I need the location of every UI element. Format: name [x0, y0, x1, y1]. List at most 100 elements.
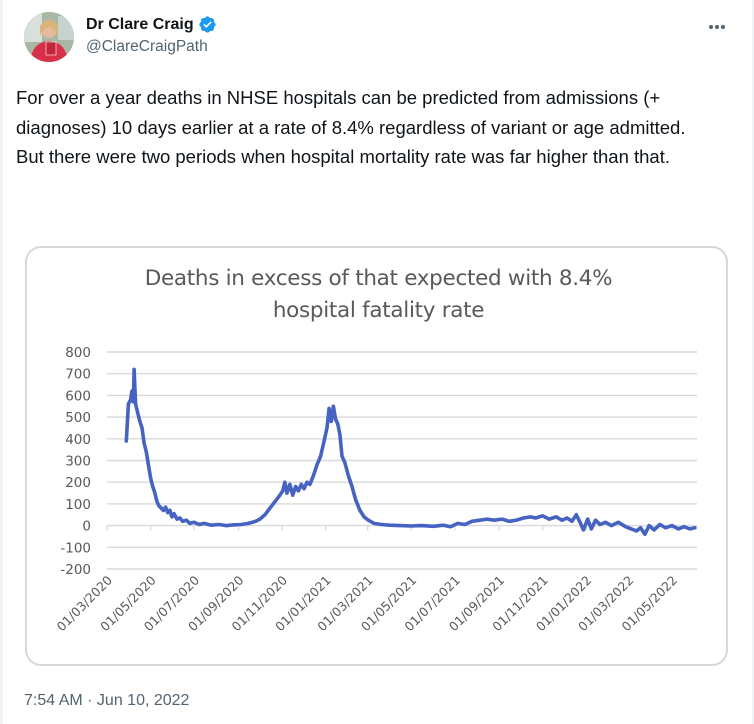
y-tick-label: 100	[65, 497, 91, 513]
tweet-header: Dr Clare Craig @ClareCraigPath	[24, 12, 734, 62]
data-point	[178, 516, 182, 520]
y-tick-label: 700	[65, 367, 91, 383]
data-point	[138, 419, 142, 423]
data-point	[327, 406, 331, 410]
more-options-icon	[709, 25, 725, 29]
data-point	[157, 504, 161, 508]
y-tick-label: 500	[65, 410, 91, 426]
data-point	[130, 389, 134, 393]
data-point	[329, 419, 333, 423]
series-line	[124, 367, 697, 537]
author-name[interactable]: Dr Clare Craig	[86, 15, 194, 33]
data-point	[132, 367, 136, 371]
data-point	[159, 506, 163, 510]
data-point	[579, 521, 583, 525]
data-point	[624, 525, 628, 529]
data-point	[296, 489, 300, 493]
chart-title-line2: hospital fatality rate	[272, 298, 485, 323]
data-point	[188, 521, 192, 525]
data-point	[254, 519, 258, 523]
data-point	[164, 505, 168, 509]
data-point	[299, 482, 303, 486]
data-point	[126, 402, 130, 406]
data-point	[574, 513, 578, 517]
data-point	[268, 506, 272, 510]
data-point	[131, 400, 135, 404]
data-point	[581, 528, 586, 532]
data-point	[664, 526, 668, 530]
data-point	[463, 522, 467, 527]
data-point	[288, 482, 292, 486]
data-point	[431, 524, 435, 528]
data-point	[604, 520, 608, 524]
data-point	[456, 521, 460, 525]
data-point	[334, 417, 338, 421]
data-point	[239, 522, 243, 527]
data-point	[693, 526, 697, 530]
data-point	[441, 523, 445, 527]
verified-badge-icon[interactable]	[198, 15, 217, 34]
data-point	[560, 518, 564, 522]
data-point	[478, 518, 482, 522]
data-point	[521, 516, 525, 520]
data-point	[534, 516, 538, 520]
data-point	[470, 519, 474, 523]
y-tick-label: 600	[65, 388, 91, 404]
data-point	[507, 519, 511, 523]
y-tick-label: -200	[60, 562, 91, 578]
data-point	[609, 524, 613, 528]
data-point	[547, 517, 551, 521]
more-options-button[interactable]	[704, 18, 730, 36]
data-point	[291, 493, 295, 497]
tweet-timestamp[interactable]: 7:54 AM · Jun 10, 2022	[24, 692, 190, 709]
data-point	[166, 511, 170, 515]
data-point	[598, 522, 602, 527]
data-point	[149, 476, 153, 480]
data-point	[388, 523, 392, 527]
data-point	[202, 521, 206, 525]
data-point	[175, 517, 179, 521]
data-point	[155, 500, 159, 504]
data-point	[594, 518, 598, 522]
tweet-media-chart[interactable]: Deaths in excess of that expected with 8…	[25, 246, 728, 666]
data-point	[634, 529, 638, 533]
data-point	[647, 524, 651, 528]
data-point	[197, 522, 201, 527]
data-point	[294, 484, 298, 489]
y-tick-label: -100	[60, 540, 91, 556]
data-point	[302, 487, 306, 491]
data-point	[263, 513, 267, 517]
data-point	[688, 527, 692, 531]
data-point	[639, 526, 643, 530]
data-point	[331, 404, 335, 408]
data-point	[146, 463, 150, 467]
data-point	[153, 491, 157, 495]
left-border	[0, 0, 3, 724]
data-point	[343, 461, 347, 465]
data-point	[419, 524, 423, 528]
avatar[interactable]	[24, 12, 74, 62]
avatar-photo-icon	[24, 12, 74, 62]
line-chart: 8007006005004003002001000-100-20001/03/2…	[54, 345, 697, 634]
data-point	[358, 508, 362, 512]
data-point	[379, 522, 383, 527]
chart-title-line1: Deaths in excess of that expected with 8…	[144, 266, 613, 291]
data-point	[322, 439, 326, 443]
data-point	[285, 491, 289, 495]
data-point	[541, 514, 545, 518]
data-point	[281, 489, 285, 493]
data-point	[350, 484, 354, 489]
data-point	[311, 474, 315, 478]
data-point	[570, 519, 574, 523]
data-point	[308, 482, 312, 486]
data-point	[231, 523, 235, 527]
data-point	[136, 411, 140, 415]
data-point	[129, 398, 133, 402]
author-handle[interactable]: @ClareCraigPath	[86, 38, 208, 55]
data-point	[224, 524, 228, 528]
data-point	[398, 524, 402, 528]
data-point	[319, 454, 323, 458]
data-point	[192, 520, 196, 524]
data-point	[616, 520, 621, 524]
data-point	[565, 516, 569, 520]
